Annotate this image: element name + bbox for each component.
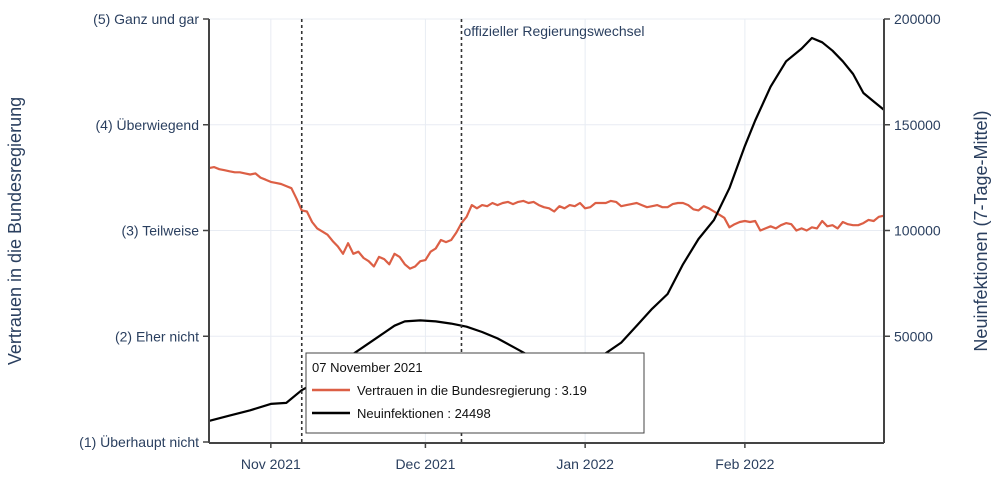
y-right-tick-label-3: 200000 [894, 11, 941, 27]
y-right-tick-label-1: 100000 [894, 223, 941, 239]
y-right-tick-label-0: 50000 [894, 328, 933, 344]
y-left-axis-title: Vertrauen in die Bundesregierung [5, 97, 25, 365]
y-right-tick-label-2: 150000 [894, 117, 941, 133]
tooltip-row-vertrauen-value: 3.19 [562, 383, 587, 398]
tooltip-title: 07 November 2021 [312, 360, 423, 375]
hover-tooltip: 07 November 2021 Vertrauen in die Bundes… [306, 353, 644, 433]
tooltip-row-neuinfektionen-value: 24498 [455, 406, 491, 421]
tooltip-sep: : [444, 406, 455, 421]
y-left-tick-label-0: (1) Überhaupt nicht [79, 433, 199, 450]
y-left-tick-label-4: (5) Ganz und gar [93, 11, 199, 27]
tooltip-row-neuinfektionen: Neuinfektionen : 24498 [357, 406, 491, 421]
tooltip-row-vertrauen: Vertrauen in die Bundesregierung : 3.19 [357, 383, 587, 398]
y-left-tick-label-3: (4) Überwiegend [96, 116, 200, 133]
vline-annotation-1: offizieller Regierungswechsel [463, 23, 644, 39]
tooltip-sep: : [551, 383, 562, 398]
y-left-tick-label-2: (3) Teilweise [121, 223, 199, 239]
y-right-axis-title: Neuinfektionen (7-Tage-Mittel) [971, 110, 991, 351]
tooltip-row-neuinfektionen-name: Neuinfektionen [357, 406, 444, 421]
x-tick-label-3: Feb 2022 [715, 456, 774, 472]
tooltip-row-vertrauen-name: Vertrauen in die Bundesregierung [357, 383, 551, 398]
series-line-vertrauen [209, 167, 884, 269]
x-tick-label-2: Jan 2022 [556, 456, 614, 472]
x-tick-label-0: Nov 2021 [241, 456, 301, 472]
x-tick-label-1: Dec 2021 [395, 456, 455, 472]
y-left-tick-label-1: (2) Eher nicht [115, 328, 199, 344]
